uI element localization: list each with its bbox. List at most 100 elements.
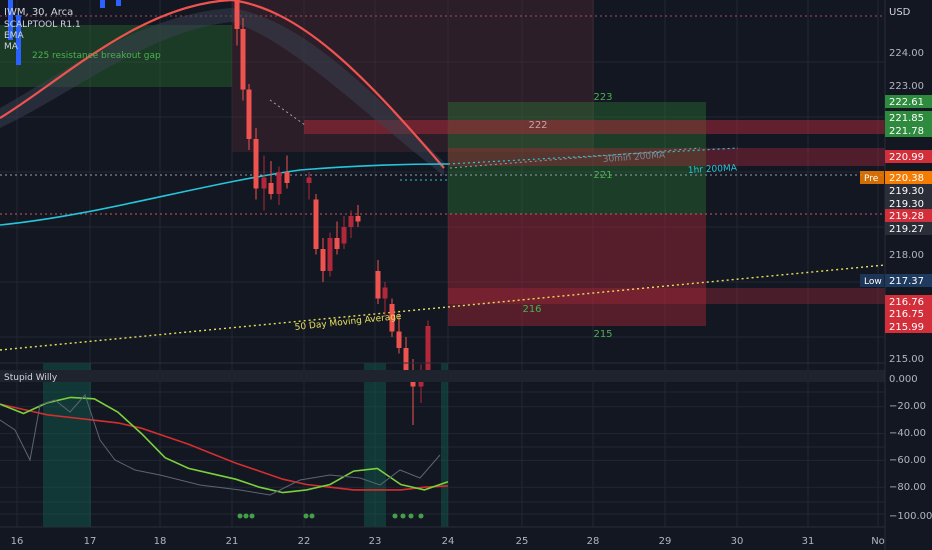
ema-line bbox=[0, 0, 445, 169]
oscillator-highlight bbox=[441, 363, 448, 527]
oscillator-tick-label: −60.00 bbox=[889, 455, 926, 466]
time-tick-label: 21 bbox=[226, 536, 239, 547]
price-tag-value: 216.75 bbox=[889, 309, 924, 320]
price-tag-value: 220.99 bbox=[889, 152, 924, 163]
oscillator-tick-label: −20.00 bbox=[889, 401, 926, 412]
time-tick-label: 22 bbox=[298, 536, 311, 547]
annotation-label: 30min 200MA bbox=[603, 151, 667, 165]
price-tag[interactable] bbox=[885, 222, 932, 235]
signal-dot bbox=[243, 513, 249, 519]
time-tick-label: 17 bbox=[84, 536, 97, 547]
candle bbox=[261, 177, 267, 189]
indicator-label: SCALPTOOL R1.1 bbox=[4, 20, 81, 30]
price-tag[interactable] bbox=[885, 111, 932, 124]
price-tag-value: 220.38 bbox=[889, 173, 924, 184]
time-tick-label: 28 bbox=[587, 536, 600, 547]
price-tag[interactable] bbox=[885, 197, 932, 210]
candle bbox=[396, 331, 402, 348]
stop-zone bbox=[448, 214, 706, 326]
candle bbox=[425, 326, 431, 370]
price-tag[interactable] bbox=[885, 124, 932, 137]
signal-dot bbox=[418, 513, 424, 519]
price-tag-value: 217.37 bbox=[889, 276, 924, 287]
candle bbox=[320, 249, 326, 271]
candle bbox=[246, 89, 252, 139]
signal-dot bbox=[237, 513, 243, 519]
signal-dot bbox=[303, 513, 309, 519]
candle bbox=[276, 172, 282, 194]
resistance-band bbox=[304, 120, 885, 134]
price-tag[interactable] bbox=[885, 150, 932, 163]
oscillator-tick-label: −100.00 bbox=[889, 511, 932, 522]
oscillator-tick-label: −40.00 bbox=[889, 428, 926, 439]
candle bbox=[16, 15, 21, 65]
price-tag-value: 215.99 bbox=[889, 322, 924, 333]
time-tick-label: 23 bbox=[369, 536, 382, 547]
time-tick-label: 31 bbox=[802, 536, 815, 547]
candle bbox=[341, 227, 347, 244]
time-tick-label: No bbox=[871, 536, 885, 547]
annotation-label: 223 bbox=[593, 92, 612, 103]
candle bbox=[313, 199, 319, 249]
trend-line bbox=[269, 99, 306, 126]
price-tag-label-box bbox=[860, 171, 884, 184]
price-tag[interactable] bbox=[885, 184, 932, 197]
oscillator-tick-label: −80.00 bbox=[889, 482, 926, 493]
oscillator-series-line bbox=[0, 396, 449, 494]
candle bbox=[240, 29, 246, 90]
ema-channel bbox=[0, 8, 444, 176]
oscillator-raw-line bbox=[0, 394, 441, 496]
annotation-label: 221 bbox=[593, 170, 612, 181]
price-tag[interactable] bbox=[885, 95, 932, 108]
annotation-label: 225 resistance breakout gap bbox=[32, 51, 161, 61]
time-tick-label: 18 bbox=[154, 536, 167, 547]
price-tag[interactable] bbox=[885, 209, 932, 222]
price-tag-value: 219.30 bbox=[889, 186, 924, 197]
ma-50-day-line bbox=[0, 264, 886, 351]
annotation-label: 222 bbox=[528, 120, 547, 131]
candle bbox=[100, 0, 105, 8]
time-tick-label: 29 bbox=[659, 536, 672, 547]
price-tag-value: 221.78 bbox=[889, 126, 924, 137]
annotation-label: 216 bbox=[522, 304, 541, 315]
price-tag[interactable] bbox=[885, 171, 932, 184]
candle bbox=[355, 216, 361, 222]
price-tag[interactable] bbox=[885, 295, 932, 308]
candle bbox=[334, 238, 340, 249]
signal-dot bbox=[309, 513, 315, 519]
candle bbox=[253, 139, 259, 189]
oscillator-series-line bbox=[0, 403, 449, 491]
time-tick-label: 30 bbox=[731, 536, 744, 547]
ma-30min-projection bbox=[449, 147, 701, 169]
price-tag[interactable] bbox=[885, 307, 932, 320]
oscillator-tick-label: 0.000 bbox=[889, 374, 918, 385]
price-tag-label-box bbox=[860, 274, 884, 287]
price-tag-value: 221.85 bbox=[889, 113, 924, 124]
price-tick-label: 218.00 bbox=[889, 250, 924, 261]
symbol-title: IWM, 30, Arca bbox=[4, 7, 73, 18]
candle bbox=[116, 0, 121, 6]
price-tag[interactable] bbox=[885, 274, 932, 287]
price-tag-value: 222.61 bbox=[889, 97, 924, 108]
signal-dot bbox=[400, 513, 406, 519]
support-band bbox=[448, 288, 885, 304]
indicator-label: EMA bbox=[4, 31, 24, 41]
candle bbox=[327, 238, 333, 271]
price-tag[interactable] bbox=[885, 320, 932, 333]
candle bbox=[284, 172, 290, 183]
price-tag-label: Low bbox=[864, 277, 882, 287]
price-tag-label: Pre bbox=[864, 174, 879, 184]
candle bbox=[8, 0, 13, 40]
price-tag-value: 219.30 bbox=[889, 199, 924, 210]
annotation-label: 215 bbox=[593, 329, 612, 340]
currency-label: USD bbox=[889, 7, 911, 18]
price-tick-label: 215.00 bbox=[889, 354, 924, 365]
oscillator-header bbox=[0, 370, 885, 382]
signal-dot bbox=[249, 513, 255, 519]
candle bbox=[234, 0, 240, 29]
candle bbox=[268, 183, 274, 194]
candle bbox=[375, 271, 381, 299]
signal-dot bbox=[392, 513, 398, 519]
